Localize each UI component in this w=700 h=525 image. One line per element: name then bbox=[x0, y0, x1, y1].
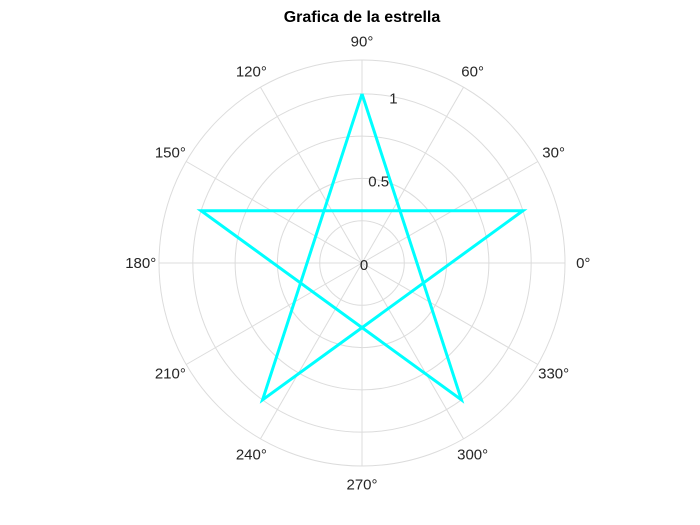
grid-spoke-330 bbox=[361, 262, 539, 365]
theta-tick-label-180: 180° bbox=[125, 255, 156, 272]
theta-tick-label-270: 270° bbox=[346, 476, 377, 493]
grid-spoke-120 bbox=[260, 86, 363, 264]
grid-spoke-30 bbox=[361, 161, 539, 264]
theta-tick-label-90: 90° bbox=[351, 34, 374, 51]
grid-spoke-300 bbox=[361, 262, 464, 440]
theta-tick-label-240: 240° bbox=[236, 447, 267, 464]
theta-tick-label-0: 0° bbox=[576, 255, 590, 272]
grid-spoke-240 bbox=[260, 262, 363, 440]
theta-tick-label-150: 150° bbox=[155, 144, 186, 161]
theta-tick-label-60: 60° bbox=[461, 63, 484, 80]
chart-title: Grafica de la estrella bbox=[284, 9, 441, 26]
r-tick-label-1: 0.5 bbox=[368, 174, 389, 191]
grid-spoke-150 bbox=[185, 161, 363, 264]
series-layer bbox=[196, 93, 528, 404]
grid-spoke-210 bbox=[185, 262, 363, 365]
r-tick-label-2: 1 bbox=[389, 90, 397, 107]
series-line-estrella bbox=[196, 93, 528, 404]
theta-tick-label-120: 120° bbox=[236, 63, 267, 80]
theta-tick-label-30: 30° bbox=[542, 144, 565, 161]
theta-tick-label-330: 330° bbox=[538, 366, 569, 383]
theta-tick-label-300: 300° bbox=[457, 447, 488, 464]
theta-tick-labels: 0° 30° 60° 90° 120° 150° 180° 210° 240° 270° 300° 3… bbox=[125, 34, 590, 494]
grid-spoke-60 bbox=[361, 86, 464, 264]
theta-tick-label-210: 210° bbox=[155, 366, 186, 383]
angular-grid bbox=[159, 60, 565, 466]
r-tick-labels: 00.51 bbox=[360, 90, 398, 274]
r-tick-label-0: 0 bbox=[360, 257, 368, 274]
